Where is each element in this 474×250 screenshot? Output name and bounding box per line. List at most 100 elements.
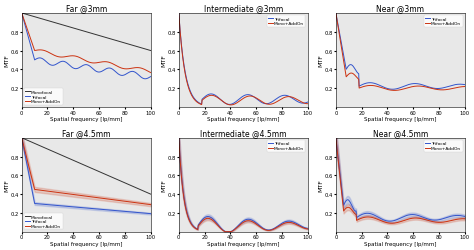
Mono+AddOn — [333, 12, 339, 16]
Trifocal — [333, 137, 339, 140]
Trifocal — [293, 100, 299, 103]
Trifocal — [128, 71, 133, 74]
Trifocal — [253, 221, 258, 224]
Mono+AddOn — [128, 201, 133, 204]
Monofocal — [128, 184, 133, 187]
Monofocal — [136, 46, 141, 49]
Mono+AddOn — [176, 137, 182, 140]
Mono+AddOn — [253, 222, 258, 225]
Mono+AddOn — [305, 103, 310, 106]
Monofocal — [19, 137, 25, 140]
Mono+AddOn — [19, 137, 25, 140]
Trifocal — [223, 230, 228, 233]
Mono+AddOn — [410, 217, 415, 220]
Mono+AddOn — [176, 12, 182, 16]
Mono+AddOn — [462, 86, 468, 89]
Mono+AddOn — [136, 67, 141, 70]
Mono+AddOn — [392, 90, 397, 92]
Trifocal — [285, 95, 291, 98]
Mono+AddOn — [450, 88, 456, 90]
X-axis label: Spatial frequency [lp/mm]: Spatial frequency [lp/mm] — [50, 116, 122, 121]
Legend: Trifocal, Mono+AddOn: Trifocal, Mono+AddOn — [424, 16, 463, 28]
Trifocal — [176, 18, 182, 22]
Mono+AddOn — [222, 230, 228, 233]
Line: Trifocal: Trifocal — [179, 14, 308, 105]
Trifocal — [410, 213, 416, 216]
Line: Mono+AddOn: Mono+AddOn — [336, 138, 465, 223]
Trifocal — [255, 99, 261, 102]
Y-axis label: MTF: MTF — [4, 54, 9, 67]
Line: Trifocal: Trifocal — [336, 138, 465, 221]
X-axis label: Spatial frequency [lp/mm]: Spatial frequency [lp/mm] — [50, 241, 122, 246]
Mono+AddOn — [148, 72, 154, 75]
Mono+AddOn — [253, 222, 259, 226]
Trifocal — [98, 208, 103, 211]
Trifocal — [136, 74, 141, 77]
Trifocal — [285, 220, 291, 223]
Mono+AddOn — [98, 61, 103, 64]
Mono+AddOn — [285, 221, 291, 224]
Trifocal — [176, 137, 182, 140]
Trifocal — [333, 15, 339, 18]
Trifocal — [253, 97, 258, 100]
Trifocal — [95, 208, 101, 211]
Trifocal — [462, 84, 468, 87]
Y-axis label: MTF: MTF — [161, 54, 166, 67]
Trifocal — [412, 83, 418, 86]
Title: Near @4.5mm: Near @4.5mm — [373, 128, 428, 138]
Trifocal — [176, 144, 182, 147]
Trifocal — [305, 101, 310, 104]
Mono+AddOn — [19, 138, 25, 141]
Trifocal — [410, 83, 416, 86]
Trifocal — [253, 98, 259, 100]
Trifocal — [412, 214, 418, 216]
Trifocal — [253, 221, 259, 224]
Line: Mono+AddOn: Mono+AddOn — [179, 14, 308, 106]
Line: Trifocal: Trifocal — [22, 138, 151, 214]
Mono+AddOn — [176, 19, 182, 22]
Mono+AddOn — [96, 196, 101, 200]
Legend: Monofocal, Trifocal, Mono+AddOn: Monofocal, Trifocal, Mono+AddOn — [24, 213, 63, 230]
Mono+AddOn — [19, 12, 25, 16]
Line: Mono+AddOn: Mono+AddOn — [336, 14, 465, 91]
Trifocal — [255, 223, 261, 226]
Trifocal — [450, 214, 456, 218]
Trifocal — [96, 71, 101, 74]
Mono+AddOn — [228, 104, 234, 107]
Trifocal — [387, 220, 392, 223]
Trifocal — [410, 213, 415, 216]
Mono+AddOn — [442, 89, 448, 92]
Mono+AddOn — [176, 144, 182, 148]
Title: Far @4.5mm: Far @4.5mm — [62, 128, 110, 138]
Mono+AddOn — [128, 68, 133, 71]
Legend: Monofocal, Trifocal, Mono+AddOn: Monofocal, Trifocal, Mono+AddOn — [24, 89, 63, 105]
Trifocal — [462, 215, 468, 218]
Trifocal — [390, 88, 395, 92]
Title: Far @3mm: Far @3mm — [65, 4, 107, 13]
X-axis label: Spatial frequency [lp/mm]: Spatial frequency [lp/mm] — [364, 116, 437, 121]
Line: Mono+AddOn: Mono+AddOn — [179, 138, 308, 232]
Mono+AddOn — [333, 141, 339, 144]
Mono+AddOn — [412, 85, 418, 88]
Mono+AddOn — [412, 217, 418, 220]
X-axis label: Spatial frequency [lp/mm]: Spatial frequency [lp/mm] — [207, 241, 280, 246]
Mono+AddOn — [285, 96, 291, 99]
Trifocal — [19, 139, 25, 142]
Mono+AddOn — [136, 202, 141, 205]
Mono+AddOn — [253, 97, 258, 100]
Mono+AddOn — [410, 86, 415, 89]
Legend: Trifocal, Mono+AddOn: Trifocal, Mono+AddOn — [267, 140, 305, 152]
Trifocal — [143, 78, 148, 81]
Trifocal — [19, 14, 25, 17]
Trifocal — [96, 208, 101, 211]
Mono+AddOn — [253, 97, 259, 100]
Mono+AddOn — [333, 15, 339, 18]
Title: Intermediate @4.5mm: Intermediate @4.5mm — [200, 128, 286, 138]
Mono+AddOn — [410, 86, 416, 89]
Trifocal — [305, 227, 310, 230]
Mono+AddOn — [293, 98, 299, 101]
Mono+AddOn — [19, 14, 25, 17]
Monofocal — [98, 171, 103, 174]
Trifocal — [333, 12, 339, 16]
Monofocal — [19, 137, 25, 140]
